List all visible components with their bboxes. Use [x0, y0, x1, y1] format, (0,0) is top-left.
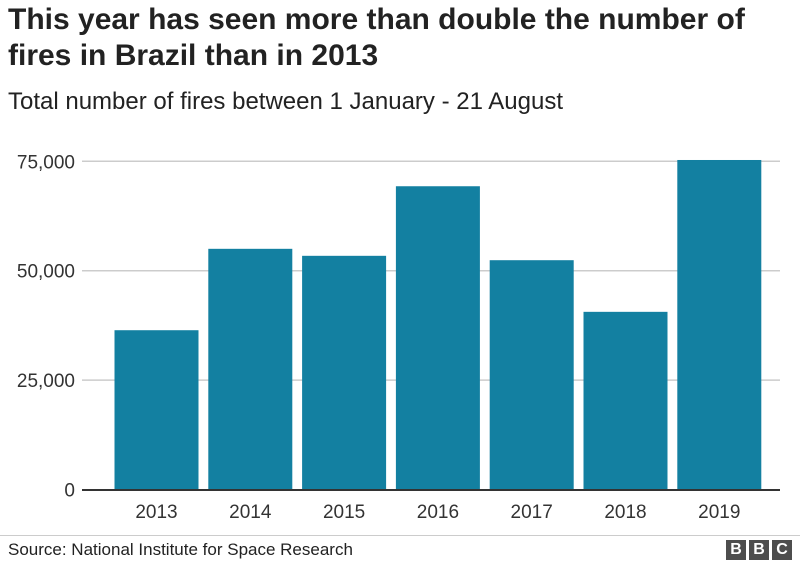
y-tick-label: 0 [64, 481, 75, 502]
chart-title: This year has seen more than double the … [8, 3, 745, 72]
footer-divider [0, 535, 800, 536]
bar-2015 [302, 255, 387, 490]
bar-2013 [114, 330, 199, 490]
x-tick-label: 2013 [135, 502, 177, 523]
y-tick-label: 25,000 [17, 371, 75, 392]
x-tick-label: 2016 [417, 502, 459, 523]
bar-2019 [677, 159, 762, 490]
chart-subtitle: Total number of fires between 1 January … [8, 88, 563, 115]
bar-2014 [208, 248, 293, 490]
x-tick-label: 2017 [511, 502, 553, 523]
bar-2017 [489, 260, 574, 490]
bbc-logo-letter: B [726, 540, 746, 560]
source-note: Source: National Institute for Space Res… [8, 540, 353, 559]
bbc-logo: B B C [726, 540, 792, 560]
bbc-logo-letter: C [772, 540, 792, 560]
y-tick-label: 75,000 [17, 152, 75, 173]
x-tick-label: 2018 [604, 502, 646, 523]
x-tick-label: 2015 [323, 502, 365, 523]
bar-2016 [395, 186, 480, 490]
x-tick-label: 2014 [229, 502, 272, 523]
bar-2018 [583, 311, 668, 490]
x-tick-label: 2019 [698, 502, 740, 523]
bbc-logo-letter: B [749, 540, 769, 560]
y-tick-label: 50,000 [17, 262, 75, 283]
